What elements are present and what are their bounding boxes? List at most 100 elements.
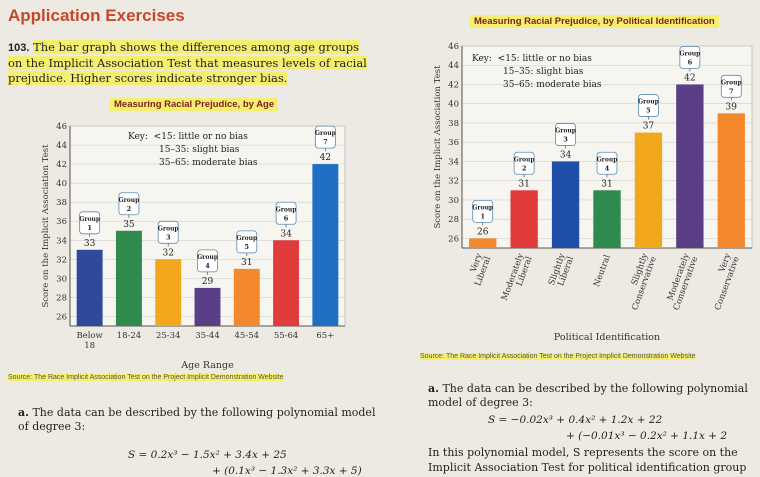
left-bar-7 xyxy=(312,164,339,326)
right-y-tick-label: 26 xyxy=(448,234,459,244)
left-value-label-1: 33 xyxy=(84,239,96,249)
right-x-tick-label-7: VeryConservative xyxy=(705,252,742,312)
left-group-callout-1 xyxy=(79,211,101,235)
left-group-number-2: 2 xyxy=(127,205,132,213)
right-y-tick-label: 36 xyxy=(448,138,459,148)
right-bar-7 xyxy=(717,113,745,248)
left-bar-4 xyxy=(194,287,221,326)
left-group-word-1: Group xyxy=(79,216,100,223)
right-part-a-text3: Implicit Association Test for political … xyxy=(428,461,747,474)
left-y-tick-label: 26 xyxy=(56,312,67,322)
right-value-label-4: 31 xyxy=(601,179,612,189)
right-group-word-5: Group xyxy=(638,99,659,106)
left-group-callout-4 xyxy=(197,249,218,273)
left-x-tick-label-6: 55-64 xyxy=(274,331,299,341)
right-group-callout-7 xyxy=(720,74,742,98)
right-group-number-5: 5 xyxy=(646,107,651,115)
right-value-label-3: 34 xyxy=(560,150,572,160)
left-y-axis-label: Score on the Implicit Association Test xyxy=(41,144,51,308)
right-value-label-1: 26 xyxy=(477,227,489,237)
left-chart-title: Measuring Racial Prejudice, by Age xyxy=(110,98,279,111)
right-group-callout-5 xyxy=(638,94,659,117)
right-group-number-6: 6 xyxy=(688,58,693,66)
left-y-tick-label: 36 xyxy=(56,217,67,227)
left-value-label-4: 29 xyxy=(202,277,214,287)
right-group-word-3: Group xyxy=(555,127,576,134)
left-group-number-7: 7 xyxy=(323,138,328,146)
right-x-tick-label-5: SlightlyConservative xyxy=(622,252,659,312)
right-group-number-4: 4 xyxy=(605,164,610,172)
right-formula: S = −0.02x³ + 0.4x² + 1.2x + 22 xyxy=(488,414,663,426)
left-y-tick-label: 34 xyxy=(56,236,67,246)
left-x-tick-label-7: 65+ xyxy=(316,331,334,341)
problem-statement: 103. The bar graph shows the differences… xyxy=(8,40,373,86)
left-group-word-6: Group xyxy=(276,206,297,213)
left-y-tick-label: 32 xyxy=(56,255,67,265)
section-heading: Application Exercises xyxy=(8,6,185,25)
left-group-number-6: 6 xyxy=(284,214,289,222)
left-y-tick-label: 38 xyxy=(56,198,67,208)
problem-number: 103. xyxy=(8,42,30,54)
right-group-callout-1 xyxy=(472,199,494,223)
left-y-tick-label: 44 xyxy=(56,141,67,151)
right-group-callout-2 xyxy=(513,151,535,175)
left-group-callout-5 xyxy=(236,230,258,254)
right-group-number-7: 7 xyxy=(729,87,734,95)
left-bar-5 xyxy=(233,268,260,326)
right-chart-title: Measuring Racial Prejudice, by Political… xyxy=(470,15,719,28)
right-bar-3 xyxy=(551,161,580,248)
right-y-axis-label: Score on the Implicit Association Test xyxy=(433,65,443,229)
right-x-tick-label-2: ModeratelyLiberal xyxy=(500,252,535,305)
problem-text: The bar graph shows the differences amon… xyxy=(8,40,367,85)
left-y-tick-label: 40 xyxy=(56,179,67,189)
right-group-word-2: Group xyxy=(514,156,535,163)
left-bar-6 xyxy=(273,240,300,326)
left-x-tick-label-3: 25-34 xyxy=(156,331,181,341)
left-y-tick-label: 42 xyxy=(56,160,67,170)
right-group-word-7: Group xyxy=(721,79,742,86)
right-group-number-3: 3 xyxy=(563,135,568,143)
right-y-tick-label: 38 xyxy=(448,119,459,129)
left-formula-continued: + (0.1x³ − 1.3x² + 3.3x + 5) xyxy=(212,465,362,477)
right-y-tick-label: 28 xyxy=(448,215,459,225)
left-bar-3 xyxy=(155,259,182,326)
right-part-a-text2: In this polynomial model, S represents t… xyxy=(428,446,738,459)
right-chart-key: Key: <15: little or no bias 15–35: slight… xyxy=(472,54,602,90)
left-bar-2 xyxy=(115,230,142,326)
left-group-number-5: 5 xyxy=(245,243,250,251)
right-y-tick-label: 40 xyxy=(448,100,459,110)
left-x-tick-label-2: 18-24 xyxy=(117,331,142,341)
left-value-label-2: 35 xyxy=(123,220,135,230)
right-bar-5 xyxy=(634,132,663,248)
left-value-label-3: 32 xyxy=(162,248,173,258)
right-bar-1 xyxy=(469,238,497,248)
right-bar-6 xyxy=(676,84,704,248)
left-x-tick-label-1: Below xyxy=(76,331,103,341)
right-y-tick-label: 46 xyxy=(448,42,459,52)
right-value-label-6: 42 xyxy=(684,73,695,83)
right-x-axis-label: Political Identification xyxy=(554,332,660,343)
right-bar-2 xyxy=(510,190,538,248)
right-y-tick-label: 44 xyxy=(448,61,459,71)
left-chart-source: Source: The Race Implicit Association Te… xyxy=(8,374,284,381)
right-x-tick-label-1: VeryLiberal xyxy=(465,252,493,288)
right-group-number-1: 1 xyxy=(480,212,485,220)
left-y-tick-label: 46 xyxy=(56,122,67,132)
right-x-tick-label-6: ModeratelyConservative xyxy=(663,252,700,312)
right-group-word-4: Group xyxy=(597,156,618,163)
left-group-word-7: Group xyxy=(315,130,336,137)
right-value-label-2: 31 xyxy=(518,179,529,189)
left-x-axis-label: Age Range xyxy=(180,360,234,371)
right-y-tick-label: 42 xyxy=(448,80,459,90)
left-x-tick-label-5: 45-54 xyxy=(235,331,260,341)
right-y-tick-label: 30 xyxy=(448,196,459,206)
left-value-label-5: 31 xyxy=(241,258,252,268)
left-group-number-1: 1 xyxy=(87,224,92,232)
right-formula-continued: + (−0.01x³ − 0.2x² + 1.1x + 2 xyxy=(566,430,728,442)
left-x-tick-label-4: 35-44 xyxy=(195,331,220,341)
right-bar-4 xyxy=(593,190,621,248)
left-group-number-4: 4 xyxy=(205,262,210,270)
left-group-word-2: Group xyxy=(118,197,139,204)
right-x-tick-label-4: Neutral xyxy=(592,253,613,288)
